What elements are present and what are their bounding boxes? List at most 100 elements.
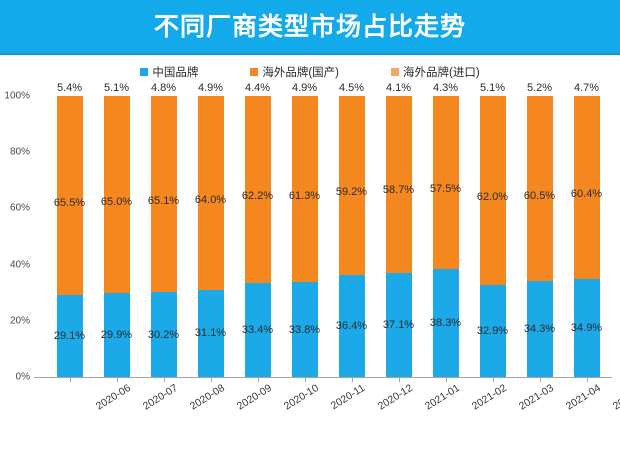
bar-segment-overseas-domestic[interactable]: 60.5% — [524, 110, 555, 281]
bar-segment-overseas-domestic[interactable]: 65.5% — [53, 111, 86, 296]
bar-value-label: 32.9% — [476, 324, 509, 337]
x-axis-tick-label: 2021-05 — [610, 382, 620, 413]
bar-segment-overseas-domestic[interactable]: 57.5% — [429, 108, 462, 270]
legend-item-label: 海外品牌(国产) — [262, 67, 339, 79]
bar-segment-overseas-domestic[interactable]: 65.0% — [100, 110, 133, 293]
bar-group[interactable]: 4.9% 61.3% 33.8% — [281, 82, 328, 377]
bar-stack: 5.1% 65.0% 29.9% — [100, 82, 133, 377]
legend-item-1[interactable]: 海外品牌(国产) — [250, 64, 339, 80]
bar-group[interactable]: 4.3% 57.5% 38.3% — [422, 82, 469, 377]
x-axis-tick-label: 2021-03 — [516, 382, 556, 413]
bar-segment-china-brand[interactable]: 37.1% — [382, 272, 415, 377]
legend-swatch-icon — [250, 68, 259, 76]
bar-segment-overseas-import[interactable]: 4.4% — [244, 82, 271, 109]
bar-segment-china-brand[interactable]: 33.4% — [241, 283, 274, 377]
bar-segment-china-brand[interactable]: 31.1% — [195, 289, 226, 377]
bar-value-label: 65.0% — [100, 195, 133, 208]
bar-stack: 4.3% 57.5% 38.3% — [429, 82, 462, 377]
legend-item-0[interactable]: 中国品牌 — [140, 64, 198, 80]
bar-value-label: 33.4% — [241, 324, 274, 337]
bar-segment-china-brand[interactable]: 29.9% — [100, 292, 133, 377]
y-axis-tick-label: 20% — [9, 315, 30, 327]
bar-group[interactable]: 5.4% 65.5% 29.1% — [46, 82, 93, 377]
bar-segment-china-brand[interactable]: 29.1% — [54, 295, 85, 377]
bar-segment-overseas-import[interactable]: 4.5% — [338, 82, 365, 109]
bar-segment-china-brand[interactable]: 38.3% — [429, 269, 462, 377]
x-axis-tick-label: 2021-04 — [563, 382, 603, 413]
bar-segment-overseas-import[interactable]: 5.1% — [479, 82, 506, 111]
bar-value-label: 64.0% — [194, 193, 227, 206]
bar-group[interactable]: 5.1% 62.0% 32.9% — [469, 82, 516, 377]
bar-group[interactable]: 5.1% 65.0% 29.9% — [93, 82, 140, 377]
bar-value-label: 30.2% — [147, 328, 180, 341]
bar-value-label: 34.9% — [570, 321, 603, 334]
bar-segment-overseas-domestic[interactable]: 61.3% — [289, 109, 320, 283]
x-axis-tick-mark — [539, 377, 541, 382]
x-axis-tick-mark — [210, 377, 212, 382]
bar-segment-overseas-import[interactable]: 4.9% — [197, 82, 224, 110]
legend-item-label: 中国品牌 — [152, 67, 199, 79]
bar-segment-overseas-import[interactable]: 4.3% — [432, 82, 459, 109]
bar-segment-china-brand[interactable]: 30.2% — [147, 292, 180, 377]
bar-segment-overseas-import[interactable]: 5.4% — [56, 82, 83, 112]
bar-group[interactable]: 4.5% 59.2% 36.4% — [328, 82, 375, 377]
bar-value-label: 58.7% — [382, 184, 415, 197]
bar-stack: 4.4% 62.2% 33.4% — [241, 82, 274, 377]
bar-segment-china-brand[interactable]: 36.4% — [335, 274, 368, 377]
x-axis-tick-label: 2021-02 — [469, 382, 509, 413]
bar-group[interactable]: 4.9% 64.0% 31.1% — [187, 82, 234, 377]
bar-value-label: 65.5% — [53, 197, 86, 210]
bar-value-label: 38.3% — [429, 317, 462, 330]
bar-segment-overseas-import[interactable]: 5.1% — [103, 82, 130, 111]
bar-stack: 4.8% 65.1% 30.2% — [147, 82, 180, 377]
bar-group[interactable]: 4.8% 65.1% 30.2% — [140, 82, 187, 377]
bar-segment-overseas-domestic[interactable]: 60.4% — [571, 109, 602, 279]
bar-value-label: 33.8% — [288, 323, 321, 336]
x-axis-tick-mark — [69, 377, 71, 382]
legend-item-2[interactable]: 海外品牌(进口) — [391, 64, 480, 80]
x-axis-line — [34, 377, 612, 378]
bar-segment-overseas-import[interactable]: 4.7% — [573, 82, 600, 110]
bar-segment-overseas-domestic[interactable]: 59.2% — [336, 108, 367, 275]
bar-segment-overseas-import[interactable]: 4.8% — [150, 82, 177, 110]
bar-segment-china-brand[interactable]: 34.9% — [570, 278, 603, 377]
x-axis-tick-label: 2020-09 — [234, 382, 274, 413]
bar-stack: 4.7% 60.4% 34.9% — [570, 82, 603, 377]
legend-swatch-icon — [391, 68, 399, 76]
bar-segment-overseas-domestic[interactable]: 64.0% — [194, 109, 227, 290]
x-axis-tick-mark — [116, 377, 118, 382]
bar-segment-overseas-domestic[interactable]: 62.2% — [241, 108, 274, 284]
bar-group[interactable]: 4.7% 60.4% 34.9% — [563, 82, 610, 377]
bar-value-label: 37.1% — [382, 318, 415, 331]
bar-segment-china-brand[interactable]: 33.8% — [288, 282, 321, 377]
bar-value-label: 29.9% — [100, 328, 133, 341]
bar-stack: 5.4% 65.5% 29.1% — [53, 82, 86, 377]
bar-segment-overseas-domestic[interactable]: 65.1% — [148, 109, 179, 293]
bar-group[interactable]: 4.4% 62.2% 33.4% — [234, 82, 281, 377]
chart-legend: 中国品牌 海外品牌(国产) 海外品牌(进口) — [0, 60, 620, 84]
bar-value-label: 57.5% — [429, 182, 462, 195]
legend-swatch-icon — [140, 68, 149, 76]
bar-segment-overseas-import[interactable]: 4.1% — [385, 82, 412, 108]
bar-value-label: 62.0% — [476, 191, 509, 204]
bar-value-label: 62.2% — [241, 189, 274, 202]
x-axis-tick-mark — [351, 377, 353, 382]
y-axis-tick-label: 0% — [15, 371, 30, 383]
chart-header-band — [0, 0, 620, 55]
x-axis-tick-mark — [398, 377, 400, 382]
bar-segment-overseas-domestic[interactable]: 62.0% — [476, 110, 509, 285]
bar-segment-overseas-import[interactable]: 4.9% — [291, 82, 318, 110]
x-axis-tick-label: 2020-10 — [281, 382, 321, 413]
bar-group[interactable]: 4.1% 58.7% 37.1% — [375, 82, 422, 377]
bar-stack: 4.9% 61.3% 33.8% — [288, 82, 321, 377]
bar-segment-china-brand[interactable]: 32.9% — [476, 284, 509, 377]
bar-segment-china-brand[interactable]: 34.3% — [524, 280, 555, 377]
bar-segment-overseas-import[interactable]: 5.2% — [526, 82, 553, 111]
bar-segment-overseas-domestic[interactable]: 58.7% — [382, 107, 415, 273]
x-axis-tick-mark — [586, 377, 588, 382]
x-axis-tick-label: 2020-08 — [187, 382, 227, 413]
y-axis: 0% 20% 40% 60% 80% 100% — [0, 91, 34, 383]
x-axis-tick-mark — [304, 377, 306, 382]
bar-value-label: 36.4% — [335, 319, 368, 332]
bar-group[interactable]: 5.2% 60.5% 34.3% — [516, 82, 563, 377]
